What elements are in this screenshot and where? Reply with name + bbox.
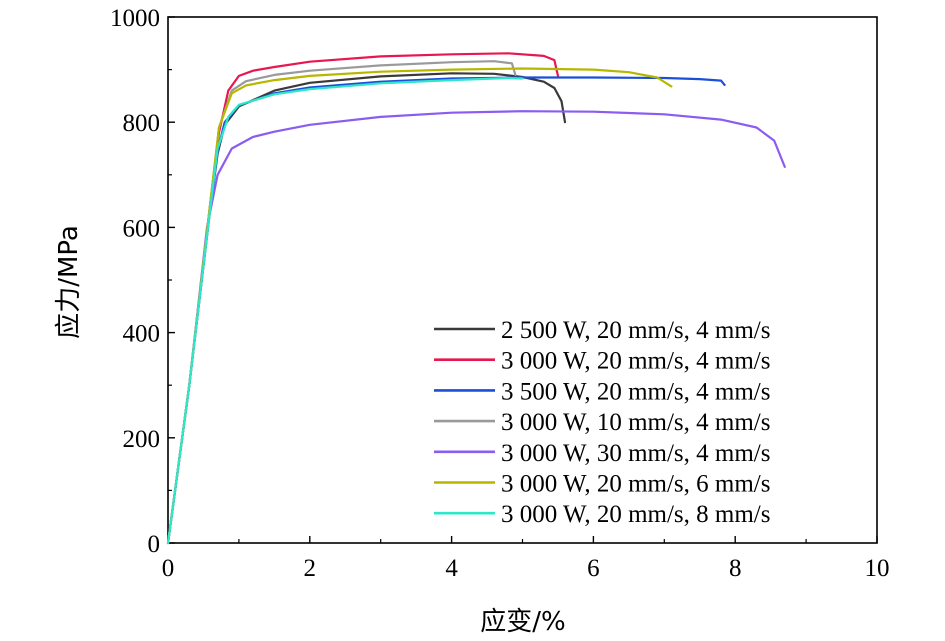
y-axis-label: 应力/MPa [54, 225, 84, 339]
x-tick-label: 6 [587, 555, 600, 582]
x-tick-label: 4 [445, 555, 458, 582]
legend-label-6: 3 000 W, 20 mm/s, 6 mm/s [501, 471, 770, 498]
legend-label-7: 3 000 W, 20 mm/s, 8 mm/s [501, 501, 770, 528]
series-line-5 [166, 110, 786, 545]
y-tick-label: 600 [123, 215, 161, 242]
y-axis-ticks: 0 200 400 600 800 1000 [110, 5, 175, 558]
series-line-4 [166, 60, 517, 545]
legend-label-3: 3 500 W, 20 mm/s, 4 mm/s [501, 378, 770, 405]
x-tick-label: 0 [162, 555, 175, 582]
legend-label-5: 3 000 W, 30 mm/s, 4 mm/s [501, 440, 770, 467]
legend: 2 500 W, 20 mm/s, 4 mm/s 3 000 W, 20 mm/s… [434, 317, 770, 528]
x-axis-label: 应变/% [480, 607, 565, 637]
y-tick-label: 1000 [110, 5, 160, 32]
y-tick-label: 400 [123, 321, 161, 348]
legend-label-4: 3 000 W, 10 mm/s, 4 mm/s [501, 409, 770, 436]
series-line-2 [166, 52, 560, 545]
legend-label-1: 2 500 W, 20 mm/s, 4 mm/s [501, 317, 770, 344]
y-tick-label: 800 [123, 110, 161, 137]
x-tick-label: 8 [729, 555, 742, 582]
series-layer [166, 52, 786, 545]
y-tick-label: 200 [123, 426, 161, 453]
x-tick-label: 10 [865, 555, 890, 582]
legend-label-2: 3 000 W, 20 mm/s, 4 mm/s [501, 348, 770, 375]
series-line-7 [166, 76, 524, 545]
x-axis-ticks: 0 2 4 6 8 10 [162, 536, 890, 582]
y-tick-label: 0 [148, 531, 161, 558]
x-tick-label: 2 [304, 555, 317, 582]
